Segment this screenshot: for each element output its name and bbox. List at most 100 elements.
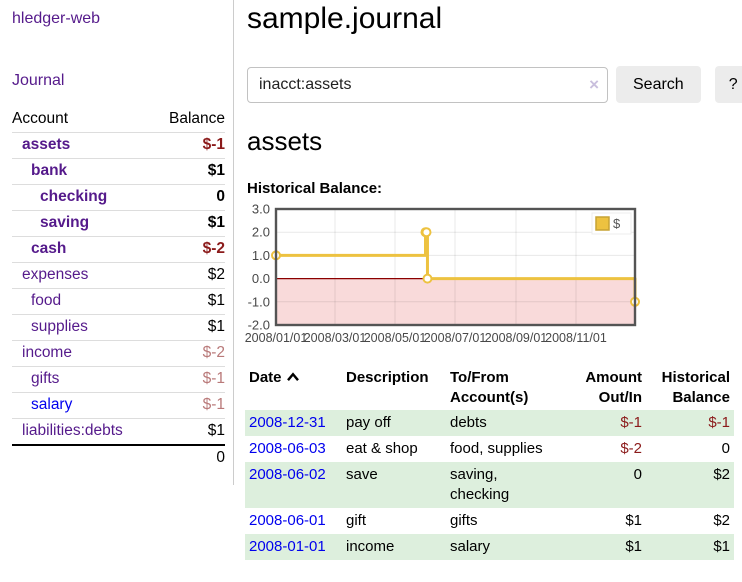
account-balance: $1 [153,418,225,445]
y-axis-tick-label: -1.0 [248,294,270,309]
account-balance: $1 [153,288,225,315]
legend-swatch [595,216,610,231]
header-label: Account(s) [450,389,529,406]
accounts-total-row: 0 [12,444,225,471]
account-link[interactable]: income [22,344,72,361]
account-link[interactable]: gifts [31,370,60,387]
header-label: To/From [450,369,509,386]
accounts-table-header: Account Balance [12,107,225,133]
account-link[interactable]: food [31,292,62,309]
search-input[interactable] [247,66,608,103]
accounts-table-body: assets $-1 bank $1 checking 0 saving $1 cash $-2 e… [12,132,225,445]
sort-ascending-icon[interactable] [286,368,300,388]
account-balance: $-1 [153,366,225,393]
transaction-accounts: salary [450,538,491,555]
header-label: Description [346,369,429,386]
account-row: food $1 [12,288,225,315]
accounts-header-account: Account [12,110,69,127]
account-balance: $-2 [153,340,225,367]
header-label: Amount [585,369,642,386]
transaction-description: eat & shop [346,440,418,457]
accounts-table: Account Balance assets $-1 bank $1 checking 0… [12,107,225,471]
account-row: assets $-1 [12,132,225,159]
account-link[interactable]: expenses [22,266,89,283]
account-link[interactable]: salary [31,396,73,413]
transaction-description: income [346,538,395,555]
transaction-date-link[interactable]: 2008-12-31 [249,414,326,431]
account-link[interactable]: supplies [31,318,88,335]
account-balance: $1 [153,158,225,185]
account-row: income $-2 [12,340,225,367]
account-name-cell: expenses [12,262,154,289]
transaction-date-cell: 2008-12-31 [245,410,342,436]
header-label: Balance [672,389,730,406]
x-axis-tick-label: 2008/03/01 [304,331,367,345]
account-link[interactable]: checking [40,188,108,205]
transaction-balance: $2 [713,466,730,483]
account-link[interactable]: saving [40,214,90,231]
register-header-amount: Amount Out/In [562,366,646,410]
main-content: sample.journal × Search ? assets Histori… [245,0,742,560]
account-name-cell: saving [12,210,154,237]
transaction-row: 2008-06-02 save saving, checking 0 $2 [245,462,734,508]
transaction-date-cell: 2008-06-03 [245,436,342,462]
transaction-amount: $1 [625,512,642,529]
sidebar: hledger-web Journal Account Balance asse… [0,0,234,485]
page-title: sample.journal [247,2,443,35]
transaction-amount: $-1 [620,414,642,431]
account-row: liabilities:debts $1 [12,418,225,445]
clear-search-icon[interactable]: × [589,74,599,94]
transaction-date-cell: 2008-06-01 [245,508,342,534]
account-link[interactable]: bank [31,162,68,179]
transaction-amount: $1 [625,538,642,555]
account-row: supplies $1 [12,314,225,341]
search-button[interactable]: Search [616,66,701,103]
x-axis-tick-label: 2008/07/01 [424,331,487,345]
transaction-accounts: food, supplies [450,440,543,457]
app-title-link[interactable]: hledger-web [12,10,101,27]
transaction-amount: 0 [633,466,642,483]
register-table: Date Description To/From Account(s) Amount Ou… [245,366,734,560]
register-table-body: 2008-12-31 pay off debts $-1 $-1 2008-06-03 ea… [245,410,734,560]
register-header-description: Description [342,366,446,410]
account-balance: 0 [153,184,225,211]
account-balance: $1 [153,210,225,237]
transaction-row: 2008-12-31 pay off debts $-1 $-1 [245,410,734,436]
accounts-total-spacer [12,444,154,471]
transaction-description: pay off [346,414,391,431]
x-axis-tick-label: 2008/01/01 [245,331,308,345]
transaction-accounts: saving, checking [450,466,510,503]
account-row: saving $1 [12,210,225,237]
accounts-total-value: 0 [153,444,225,471]
account-name-cell: income [12,340,154,367]
y-axis-tick-label: -2.0 [248,318,270,333]
help-button[interactable]: ? [714,66,742,103]
account-row: gifts $-1 [12,366,225,393]
account-link[interactable]: liabilities:debts [22,422,123,439]
sidebar-item-journal[interactable]: Journal [12,72,65,89]
search-box: × [247,66,608,103]
account-name-cell: cash [12,236,154,263]
transaction-accounts: debts [450,414,487,431]
account-balance: $2 [153,262,225,289]
accounts-header-balance: Balance [168,110,225,127]
transaction-date-link[interactable]: 2008-01-01 [249,538,326,555]
account-name-cell: checking [12,184,154,211]
transaction-balance: $-1 [708,414,730,431]
account-link[interactable]: assets [22,136,71,153]
account-link[interactable]: cash [31,240,67,257]
transaction-date-cell: 2008-06-02 [245,462,342,508]
register-header-date[interactable]: Date [245,366,342,410]
account-row: expenses $2 [12,262,225,289]
historical-balance-chart: $3.0 2.0 1.0 0.0 -1.0 -2.0 2008/01/01 2008/03/0… [245,202,742,349]
transaction-date-link[interactable]: 2008-06-01 [249,512,326,529]
account-row: checking 0 [12,184,225,211]
transaction-date-link[interactable]: 2008-06-02 [249,466,326,483]
account-name-cell: liabilities:debts [12,418,154,445]
header-label: Out/In [598,389,642,406]
header-label: Historical [661,369,730,386]
data-point-marker [421,227,432,238]
x-axis-tick-label: 2008/09/01 [485,331,548,345]
x-axis-tick-label: 2008/05/01 [364,331,427,345]
transaction-date-link[interactable]: 2008-06-03 [249,440,326,457]
